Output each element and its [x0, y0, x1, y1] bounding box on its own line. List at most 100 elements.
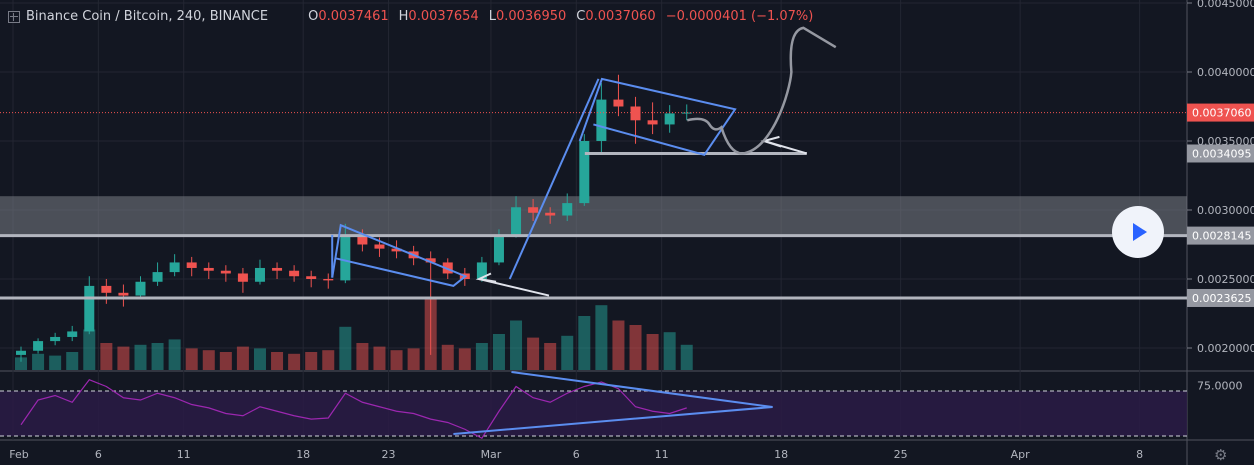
projection-curve	[686, 26, 837, 155]
volume-bar	[271, 352, 284, 370]
low-value: 0.0036950	[495, 9, 567, 24]
volume-bar	[305, 352, 318, 370]
level-label: 0.0034095	[1192, 147, 1252, 160]
volume-bar	[612, 320, 625, 370]
rsi-triangle	[453, 371, 773, 435]
volume-bar	[202, 350, 215, 370]
date-tick-label: 25	[894, 448, 908, 461]
settings-gear-icon[interactable]: ⚙	[1214, 446, 1228, 464]
candle-body	[33, 341, 44, 351]
candle-body	[135, 281, 146, 296]
volume-bar	[373, 346, 386, 370]
volume-bar	[407, 348, 420, 370]
high-label: H	[398, 9, 409, 24]
volume-bar	[646, 334, 659, 370]
volume-bar	[544, 343, 557, 370]
candle-body	[152, 272, 163, 282]
volume-bar	[236, 346, 249, 370]
volume-bar	[356, 343, 369, 370]
candle-body	[562, 203, 573, 216]
volume-bar	[185, 348, 198, 370]
candle-body	[169, 262, 180, 273]
volume-bar	[458, 348, 471, 370]
grey-zone	[0, 196, 1187, 237]
date-tick-label: 8	[1136, 448, 1143, 461]
candle-body	[647, 120, 658, 125]
open-value: 0.0037461	[318, 9, 389, 24]
volume-bar	[492, 334, 505, 370]
date-tick-label: Mar	[481, 448, 502, 461]
volume-bar	[219, 352, 232, 370]
level-label-box	[1187, 226, 1254, 245]
date-tick-label: 6	[573, 448, 580, 461]
volume-bar	[15, 357, 27, 370]
price-tick-label: 0.0040000	[1197, 66, 1254, 79]
open-label: O	[308, 9, 319, 24]
bull-flag-1	[331, 223, 468, 287]
candle-body	[528, 207, 539, 213]
volume-bar	[288, 353, 301, 370]
volume-bar	[629, 325, 642, 370]
volume-bar	[475, 343, 488, 370]
close-value: 0.0037060	[585, 9, 656, 24]
last-price-label: 0.0037060	[1192, 107, 1252, 120]
volume-bar	[680, 344, 693, 370]
expand-icon[interactable]	[8, 10, 20, 23]
price-tick-label: 0.0045000	[1197, 0, 1254, 10]
candle-body	[613, 99, 624, 107]
low-label: L	[488, 9, 496, 24]
bull-flag-2	[578, 77, 737, 156]
trend-line	[508, 78, 600, 280]
candle-body	[84, 285, 95, 332]
candle-body	[374, 244, 385, 249]
volume-bar	[83, 329, 96, 370]
volume-bar	[390, 350, 403, 370]
volume-bar	[32, 353, 45, 370]
close-label: C	[576, 9, 586, 24]
volume-bar	[527, 337, 540, 370]
candle-body	[664, 113, 675, 125]
volume-bar	[168, 339, 181, 370]
volume-bar	[117, 346, 130, 370]
volume-bar	[561, 335, 574, 370]
volume-bar	[663, 332, 676, 370]
candle-body	[391, 248, 402, 252]
candle-body	[118, 292, 129, 296]
volume-bar	[595, 305, 608, 370]
candle-body	[511, 207, 522, 235]
candle-body	[579, 141, 590, 204]
volume-bar	[578, 316, 591, 370]
play-button[interactable]	[1112, 206, 1164, 258]
last-price-box	[1187, 103, 1254, 122]
volume-bar	[49, 355, 62, 370]
candle-body	[340, 234, 351, 281]
level-label-box	[1187, 144, 1254, 163]
symbol-title: Binance Coin / Bitcoin, 240, BINANCE	[26, 9, 269, 24]
candle-body	[203, 267, 214, 271]
change-value: −0.0000401 (−1.07%)	[665, 9, 814, 24]
date-tick-label: Feb	[9, 448, 28, 461]
level-label: 0.0028145	[1192, 230, 1252, 243]
high-value: 0.0037654	[408, 9, 479, 24]
level-label: 0.0023625	[1192, 292, 1252, 305]
candle-body	[50, 336, 61, 342]
rsi-line	[20, 379, 687, 440]
candle-body	[476, 262, 487, 279]
candle-body	[101, 285, 112, 293]
date-tick-label: 23	[382, 448, 396, 461]
date-tick-label: 11	[177, 448, 191, 461]
candle-body	[237, 273, 248, 282]
volume-bar	[322, 350, 335, 370]
candle-body	[289, 270, 300, 277]
volume-bar	[134, 344, 147, 370]
volume-bar	[151, 343, 164, 370]
candle-body	[425, 258, 436, 263]
arrow-1-head	[475, 272, 497, 283]
rsi-tick-label: 75.0000	[1197, 379, 1243, 392]
candle-body	[220, 270, 231, 274]
date-tick-label: Apr	[1011, 448, 1031, 461]
price-tick-label: 0.0030000	[1197, 204, 1254, 217]
candle-body	[630, 106, 641, 121]
candle-body	[272, 267, 283, 271]
